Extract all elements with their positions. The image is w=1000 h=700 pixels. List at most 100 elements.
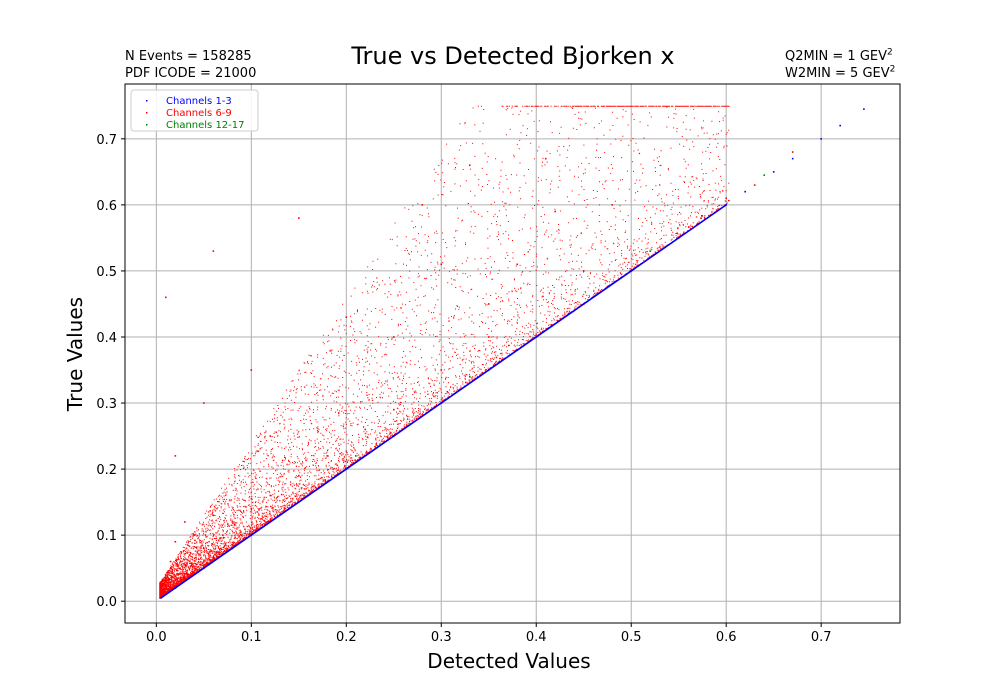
scatter-point [231,521,234,523]
scatter-point [863,108,865,110]
legend-label: Channels 6-9 [166,108,232,119]
scatter-point [165,296,167,299]
scatter-point [582,303,585,305]
scatter-point [468,164,471,167]
legend-marker [146,124,148,126]
scatter-point [203,547,205,550]
scatter-point [611,204,614,206]
scatter-point [250,507,253,510]
scatter-point [364,428,367,431]
y-tick-label: 0.2 [96,463,117,478]
scatter-point [326,455,329,457]
scatter-point [212,250,215,252]
y-tick-label: 0.0 [96,595,117,610]
scatter-point [392,408,395,411]
scatter-point [345,316,348,318]
scatter-point [772,171,775,173]
scatter-point [725,204,727,206]
scatter-point [174,455,177,457]
scatter-point [203,402,205,404]
y-tick-label: 0.7 [96,133,117,148]
scatter-point [203,567,205,569]
scatter-point [160,597,162,599]
scatter-point [487,303,490,305]
q2min-text: Q2MIN = 1 GEV [785,49,888,64]
scatter-point [440,369,443,371]
scatter-point [231,547,234,550]
scatter-point [487,369,490,371]
scatter-point [165,580,167,583]
scatter-point [791,157,794,160]
scatter-point [269,494,272,497]
scatter-point [516,263,519,266]
scatter-point [763,174,765,176]
scatter-point [250,534,253,536]
scatter-point [212,514,215,517]
scatter-point [544,157,547,160]
scatter-point [250,369,253,371]
legend-marker [146,112,148,114]
legend-label: Channels 12-17 [166,120,245,131]
y-tick-label: 0.6 [96,199,117,214]
legend-marker [146,100,148,102]
x-tick-label: 0.0 [146,630,167,645]
scatter-point [269,435,272,437]
y-tick-label: 0.5 [96,265,117,280]
scatter-point [791,151,794,153]
x-axis-label: Detected Values [427,649,590,673]
scatter-point [169,560,172,563]
scatter-point [179,567,181,569]
x-tick-label: 0.6 [716,630,737,645]
x-tick-label: 0.1 [241,630,262,645]
scatter-point [345,468,348,470]
scatter-point [241,534,243,536]
scatter-point [392,336,395,338]
x-tick-label: 0.7 [811,630,832,645]
scatter-point [174,540,177,543]
scatter-point [725,197,727,200]
axis-ticks: 0.0 0.1 0.2 0.3 0.4 0.5 0.6 0.7 0.0 0.1 0.2 0.3 0.4 0… [96,133,831,645]
scatter-point [421,204,424,206]
scatter-point [630,270,633,272]
x-tick-label: 0.3 [431,630,452,645]
scatter-point [487,336,490,338]
w2min-text: W2MIN = 5 GEV [785,66,890,81]
scatter-point [184,521,186,523]
scatter-point [193,534,196,536]
scatter-point [753,184,756,186]
q2min-exponent: 2 [887,47,893,58]
scatter-point [468,375,471,378]
legend-box [130,89,259,132]
scatter-point [649,250,652,252]
scatter-point [354,455,357,457]
legend-label: Channels 1-3 [166,96,232,107]
scatter-point [298,474,300,477]
pdf-icode-annotation: PDF ICODE = 21000 [125,66,257,81]
x-tick-label: 0.2 [336,630,357,645]
x-tick-label: 0.4 [526,630,547,645]
scatter-point [298,501,300,503]
y-tick-label: 0.4 [96,331,117,346]
chart-title: True vs Detected Bjorken x [351,42,675,70]
scatter-point [222,534,224,536]
q2min-annotation: Q2MIN = 1 GEV2 [785,47,893,64]
scatter-point [440,263,443,266]
diagonal-band [160,204,727,599]
y-tick-label: 0.3 [96,397,117,412]
scatter-point [554,210,557,213]
scatter-point [440,402,443,404]
scatter-point [820,138,822,140]
y-tick-label: 0.1 [96,529,117,544]
scatter-point [392,435,395,437]
scatter-point [298,217,300,219]
dense-event-cloud [159,105,730,599]
scatter-point [582,270,585,272]
scatter-point [677,237,680,239]
y-axis-label: True Values [63,297,87,412]
scatter-point [839,124,841,127]
x-tick-label: 0.5 [621,630,642,645]
plot-frame [124,83,901,624]
n-events-annotation: N Events = 158285 [125,49,252,64]
scatter-point [174,587,177,589]
